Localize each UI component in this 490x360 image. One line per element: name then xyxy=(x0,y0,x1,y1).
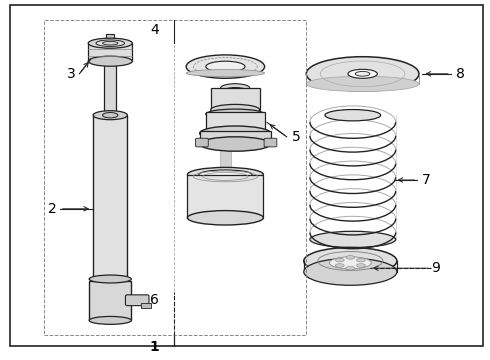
Text: 1: 1 xyxy=(149,339,159,354)
Bar xyxy=(211,88,260,110)
Bar xyxy=(187,175,264,218)
FancyBboxPatch shape xyxy=(196,138,208,147)
FancyBboxPatch shape xyxy=(264,138,277,147)
Bar xyxy=(104,43,116,115)
Ellipse shape xyxy=(348,69,377,78)
Ellipse shape xyxy=(199,137,270,151)
Ellipse shape xyxy=(102,112,118,118)
Bar xyxy=(89,281,131,320)
Ellipse shape xyxy=(304,258,397,285)
Text: 9: 9 xyxy=(431,261,440,275)
Bar xyxy=(44,20,306,335)
Ellipse shape xyxy=(89,275,131,283)
Bar xyxy=(141,303,151,308)
Bar xyxy=(220,140,231,169)
Bar xyxy=(88,43,132,61)
FancyBboxPatch shape xyxy=(125,295,149,306)
Ellipse shape xyxy=(223,87,247,95)
Ellipse shape xyxy=(357,264,366,267)
Text: 6: 6 xyxy=(150,293,159,307)
Ellipse shape xyxy=(188,167,264,182)
Ellipse shape xyxy=(188,211,264,225)
Ellipse shape xyxy=(310,231,395,248)
Ellipse shape xyxy=(206,109,265,119)
Text: 3: 3 xyxy=(67,67,76,81)
Ellipse shape xyxy=(186,69,265,77)
Bar xyxy=(106,34,114,43)
Ellipse shape xyxy=(329,257,371,269)
Ellipse shape xyxy=(211,104,260,115)
Ellipse shape xyxy=(346,256,355,259)
Ellipse shape xyxy=(335,258,344,262)
Bar xyxy=(220,167,231,225)
Ellipse shape xyxy=(199,170,252,179)
Ellipse shape xyxy=(335,264,344,267)
Bar xyxy=(93,115,127,288)
Text: 2: 2 xyxy=(48,202,56,216)
Ellipse shape xyxy=(357,258,366,262)
Bar xyxy=(206,112,265,131)
Ellipse shape xyxy=(306,76,419,91)
Ellipse shape xyxy=(93,111,127,120)
Ellipse shape xyxy=(306,57,419,91)
Ellipse shape xyxy=(355,72,370,76)
Ellipse shape xyxy=(199,126,270,140)
Text: 5: 5 xyxy=(292,130,300,144)
Ellipse shape xyxy=(89,316,131,324)
Ellipse shape xyxy=(186,55,265,78)
Ellipse shape xyxy=(206,61,245,72)
Ellipse shape xyxy=(96,40,124,46)
Ellipse shape xyxy=(325,109,381,121)
Text: 7: 7 xyxy=(421,173,430,187)
Text: 4: 4 xyxy=(150,23,159,37)
Bar xyxy=(200,131,270,144)
Ellipse shape xyxy=(346,266,355,270)
Ellipse shape xyxy=(88,38,132,48)
Ellipse shape xyxy=(304,248,397,275)
Ellipse shape xyxy=(102,41,118,45)
Ellipse shape xyxy=(88,56,132,66)
Ellipse shape xyxy=(220,84,250,93)
Text: 8: 8 xyxy=(456,67,465,81)
